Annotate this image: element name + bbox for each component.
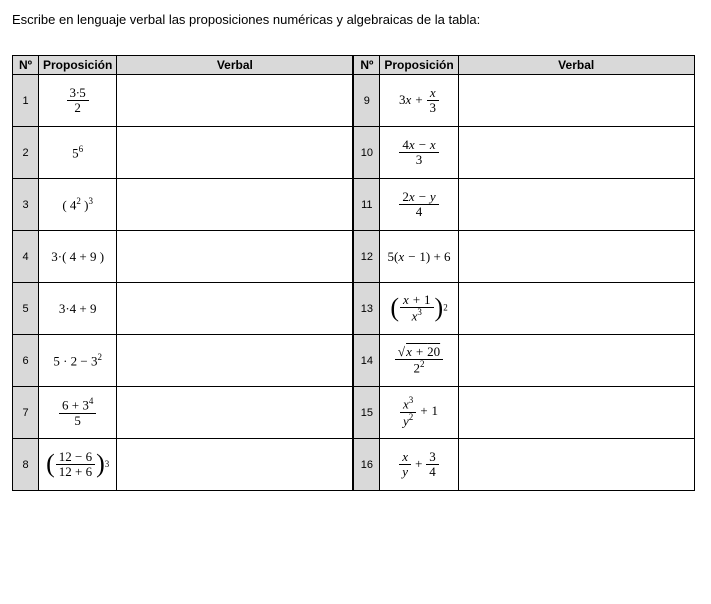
- proposition-cell: xy + 34: [380, 439, 458, 491]
- proposition-cell: 6 + 345: [39, 387, 117, 439]
- table-row: 65 · 2 − 32: [13, 335, 353, 387]
- table-row: 76 + 345: [13, 387, 353, 439]
- verbal-cell[interactable]: [458, 231, 694, 283]
- proposition-cell: 2x − y4: [380, 179, 458, 231]
- table-row: 15x3y2 + 1: [354, 387, 694, 439]
- header-verbal: Verbal: [117, 56, 353, 75]
- header-num: Nº: [354, 56, 380, 75]
- verbal-cell[interactable]: [117, 439, 353, 491]
- proposition-cell: 5 · 2 − 32: [39, 335, 117, 387]
- table-row: 8(12 − 612 + 6)3: [13, 439, 353, 491]
- proposition-cell: 3·52: [39, 75, 117, 127]
- verbal-cell[interactable]: [458, 75, 694, 127]
- row-number: 4: [13, 231, 39, 283]
- table-row: 3( 42 )3: [13, 179, 353, 231]
- row-number: 9: [354, 75, 380, 127]
- verbal-cell[interactable]: [117, 387, 353, 439]
- proposition-cell: 3·4 + 9: [39, 283, 117, 335]
- table-row: 256: [13, 127, 353, 179]
- table-right: Nº Proposición Verbal 93x + x3104x − x31…: [353, 55, 694, 491]
- row-number: 11: [354, 179, 380, 231]
- row-number: 2: [13, 127, 39, 179]
- row-number: 16: [354, 439, 380, 491]
- row-number: 13: [354, 283, 380, 335]
- proposition-cell: (12 − 612 + 6)3: [39, 439, 117, 491]
- table-row: 53·4 + 9: [13, 283, 353, 335]
- verbal-cell[interactable]: [117, 231, 353, 283]
- proposition-cell: √x + 2022: [380, 335, 458, 387]
- verbal-cell[interactable]: [458, 387, 694, 439]
- verbal-cell[interactable]: [117, 75, 353, 127]
- proposition-cell: 3·( 4 + 9 ): [39, 231, 117, 283]
- table-row: 104x − x3: [354, 127, 694, 179]
- row-number: 15: [354, 387, 380, 439]
- row-number: 7: [13, 387, 39, 439]
- header-num: Nº: [13, 56, 39, 75]
- tables-container: Nº Proposición Verbal 13·522563( 42 )343…: [12, 55, 699, 491]
- instruction-text: Escribe en lenguaje verbal las proposici…: [12, 12, 699, 27]
- verbal-cell[interactable]: [458, 283, 694, 335]
- row-number: 6: [13, 335, 39, 387]
- row-number: 5: [13, 283, 39, 335]
- header-prop: Proposición: [380, 56, 458, 75]
- tbody-left: 13·522563( 42 )343·( 4 + 9 )53·4 + 965 ·…: [13, 75, 353, 491]
- table-row: 125(x − 1) + 6: [354, 231, 694, 283]
- table-row: 93x + x3: [354, 75, 694, 127]
- proposition-cell: (x + 1x3)2: [380, 283, 458, 335]
- header-prop: Proposición: [39, 56, 117, 75]
- verbal-cell[interactable]: [117, 283, 353, 335]
- table-row: 16xy + 34: [354, 439, 694, 491]
- row-number: 10: [354, 127, 380, 179]
- verbal-cell[interactable]: [117, 127, 353, 179]
- verbal-cell[interactable]: [117, 179, 353, 231]
- proposition-cell: 5(x − 1) + 6: [380, 231, 458, 283]
- tbody-right: 93x + x3104x − x3112x − y4125(x − 1) + 6…: [354, 75, 694, 491]
- proposition-cell: 56: [39, 127, 117, 179]
- header-verbal: Verbal: [458, 56, 694, 75]
- table-row: 112x − y4: [354, 179, 694, 231]
- table-row: 13·52: [13, 75, 353, 127]
- row-number: 3: [13, 179, 39, 231]
- table-row: 14√x + 2022: [354, 335, 694, 387]
- proposition-cell: ( 42 )3: [39, 179, 117, 231]
- proposition-cell: 4x − x3: [380, 127, 458, 179]
- proposition-cell: 3x + x3: [380, 75, 458, 127]
- verbal-cell[interactable]: [458, 439, 694, 491]
- table-row: 13(x + 1x3)2: [354, 283, 694, 335]
- verbal-cell[interactable]: [458, 335, 694, 387]
- verbal-cell[interactable]: [458, 179, 694, 231]
- row-number: 14: [354, 335, 380, 387]
- row-number: 8: [13, 439, 39, 491]
- verbal-cell[interactable]: [458, 127, 694, 179]
- verbal-cell[interactable]: [117, 335, 353, 387]
- row-number: 12: [354, 231, 380, 283]
- table-left: Nº Proposición Verbal 13·522563( 42 )343…: [12, 55, 353, 491]
- proposition-cell: x3y2 + 1: [380, 387, 458, 439]
- row-number: 1: [13, 75, 39, 127]
- table-row: 43·( 4 + 9 ): [13, 231, 353, 283]
